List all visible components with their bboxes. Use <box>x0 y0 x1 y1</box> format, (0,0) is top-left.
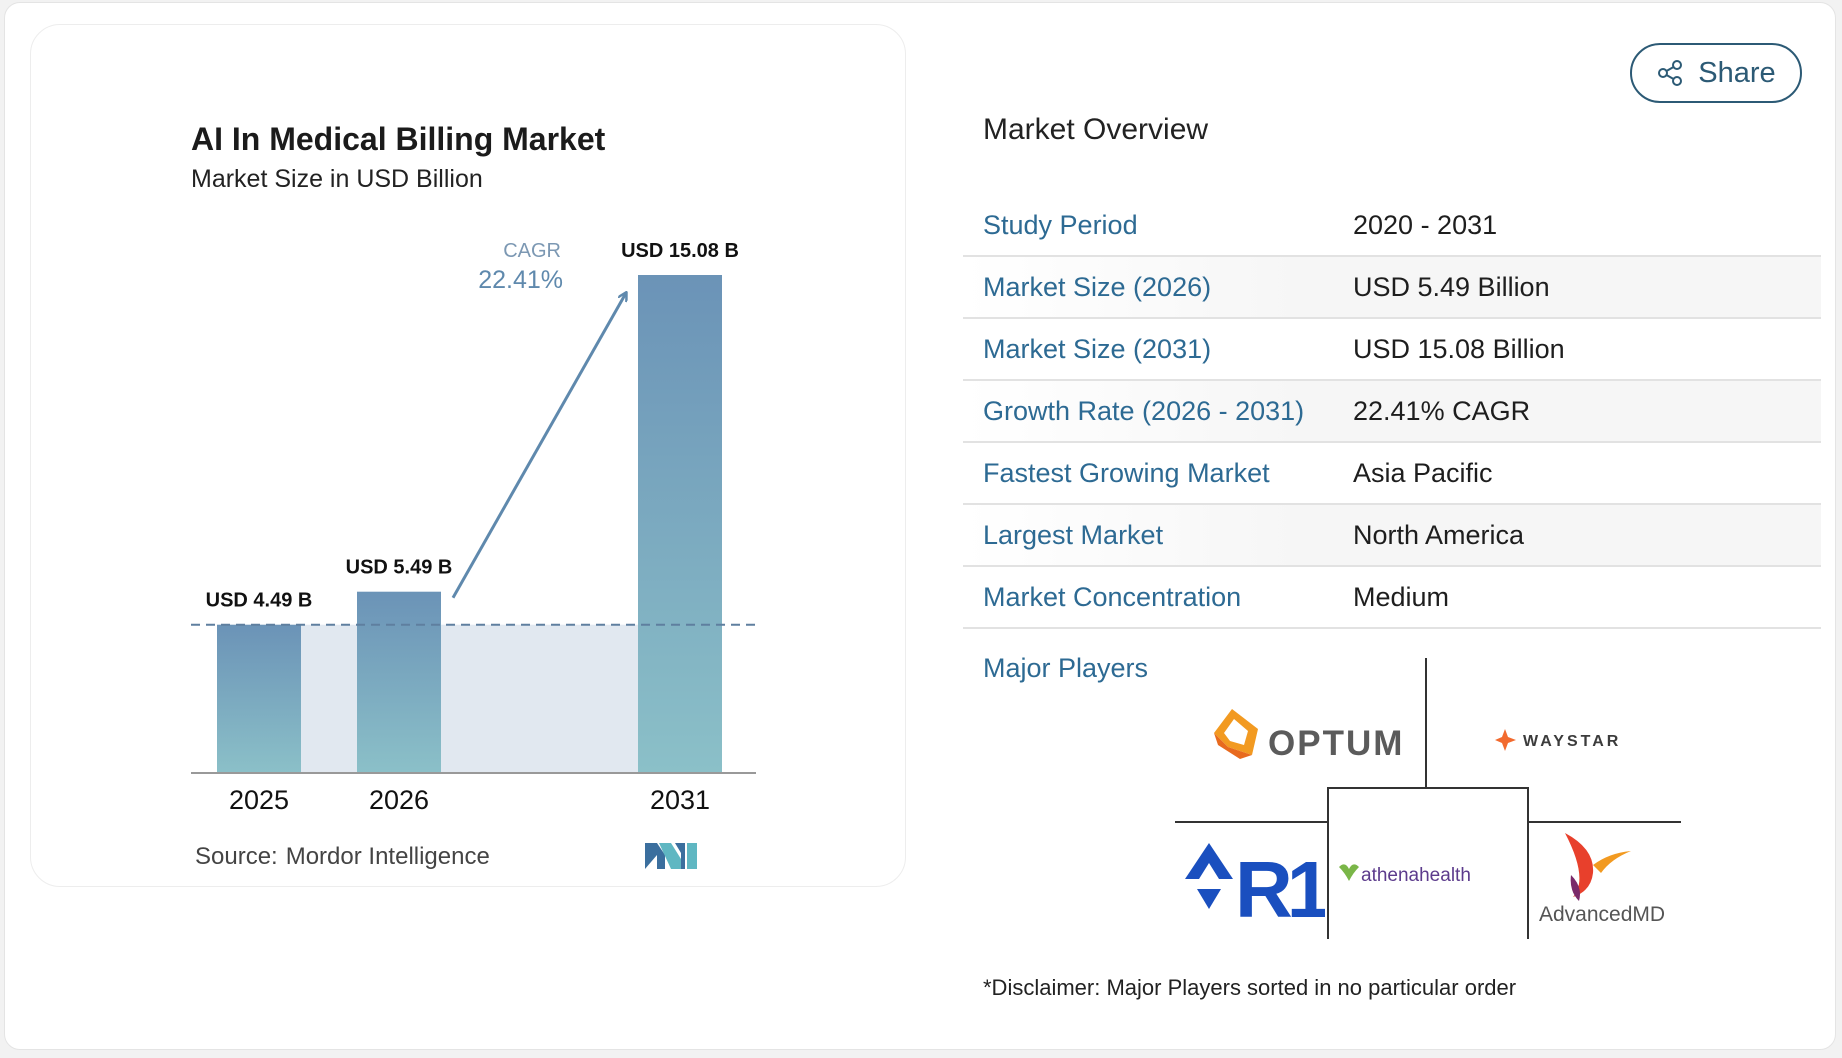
grid-divider <box>1425 658 1427 788</box>
bar-2026 <box>357 591 441 773</box>
overview-table: Study Period 2020 - 2031 Market Size (20… <box>963 195 1821 629</box>
waystar-logo: WAYSTAR <box>1495 723 1645 757</box>
advancedmd-logo-icon: AdvancedMD <box>1539 833 1665 926</box>
source-line: Source: Mordor Intelligence <box>195 843 490 871</box>
athenahealth-logo: athenahealth <box>1335 853 1521 893</box>
grid-divider <box>1527 787 1529 939</box>
advancedmd-logo-text: AdvancedMD <box>1539 903 1665 926</box>
overview-title: Market Overview <box>983 113 1209 146</box>
grid-divider <box>1175 821 1328 823</box>
advancedmd-logo: AdvancedMD <box>1535 829 1685 931</box>
optum-logo: OPTUM <box>1210 703 1410 773</box>
overview-row-fastest-growing: Fastest Growing Market Asia Pacific <box>963 443 1821 505</box>
share-button[interactable]: Share <box>1630 43 1802 103</box>
overview-row-market-size-2031: Market Size (2031) USD 15.08 Billion <box>963 319 1821 381</box>
major-players-label: Major Players <box>983 653 1149 683</box>
data-label: USD 5.49 B <box>346 557 453 579</box>
overview-row-concentration: Market Concentration Medium <box>963 567 1821 629</box>
chart-subtitle: Market Size in USD Billion <box>191 165 483 193</box>
grid-divider <box>1327 787 1529 789</box>
overview-row-market-size-2026: Market Size (2026) USD 5.49 Billion <box>963 257 1821 319</box>
market-snapshot-panel: AI In Medical Billing Market Market Size… <box>4 2 1836 1050</box>
bar-2025 <box>217 624 301 773</box>
overview-value: Asia Pacific <box>1353 457 1493 488</box>
x-tick-label: 2026 <box>369 785 429 815</box>
mordor-intelligence-logo-icon <box>645 843 697 869</box>
overview-row-study-period: Study Period 2020 - 2031 <box>963 195 1821 257</box>
cagr-arrow <box>451 293 626 599</box>
overview-label: Study Period <box>983 209 1138 240</box>
source-value: Mordor Intelligence <box>285 843 490 870</box>
grid-divider <box>1327 787 1329 939</box>
overview-row-growth-rate: Growth Rate (2026 - 2031) 22.41% CAGR <box>963 381 1821 443</box>
chart-title: AI In Medical Billing Market <box>191 121 606 157</box>
optum-logo-text: OPTUM <box>1268 724 1404 763</box>
r1-logo: R1 <box>1183 839 1325 921</box>
overview-label: Fastest Growing Market <box>983 457 1270 488</box>
x-tick-label: 2031 <box>650 785 710 815</box>
r1-logo-icon: R1 <box>1185 843 1325 921</box>
cagr-value: 22.41% <box>478 266 563 294</box>
overview-label: Growth Rate (2026 - 2031) <box>983 395 1305 426</box>
overview-value: North America <box>1353 519 1525 550</box>
source-label: Source: <box>195 843 278 870</box>
grid-divider <box>1528 821 1681 823</box>
x-tick-label: 2025 <box>229 785 289 815</box>
overview-label: Market Size (2031) <box>983 333 1212 364</box>
waystar-logo-text: WAYSTAR <box>1523 733 1621 750</box>
overview-row-largest-market: Largest Market North America <box>963 505 1821 567</box>
bar-2031 <box>638 275 722 773</box>
athenahealth-logo-text: athenahealth <box>1361 865 1471 886</box>
data-label: USD 15.08 B <box>621 240 739 262</box>
overview-value: USD 5.49 Billion <box>1353 271 1550 302</box>
overview-value: Medium <box>1353 581 1450 612</box>
athenahealth-logo-icon: athenahealth <box>1339 864 1471 886</box>
optum-logo-icon: OPTUM <box>1214 709 1404 763</box>
overview-value: 22.41% CAGR <box>1353 395 1531 426</box>
bar-chart: 2025 2026 2031 USD 4.49 B USD 5.49 B USD 15.0… <box>191 240 756 815</box>
waystar-logo-icon: WAYSTAR <box>1495 729 1621 751</box>
share-label: Share <box>1698 56 1776 89</box>
data-label: USD 4.49 B <box>206 590 313 612</box>
chart-card: AI In Medical Billing Market Market Size… <box>30 24 906 887</box>
overview-label: Market Concentration <box>983 581 1242 612</box>
overview-value: USD 15.08 Billion <box>1353 333 1565 364</box>
share-icon <box>1658 60 1683 86</box>
overview-value: 2020 - 2031 <box>1353 209 1498 240</box>
overview-label: Largest Market <box>983 519 1164 550</box>
disclaimer-text: *Disclaimer: Major Players sorted in no … <box>983 975 1517 1000</box>
cagr-label: CAGR <box>503 240 561 262</box>
r1-logo-text: R1 <box>1235 845 1325 921</box>
overview-label: Market Size (2026) <box>983 271 1212 302</box>
